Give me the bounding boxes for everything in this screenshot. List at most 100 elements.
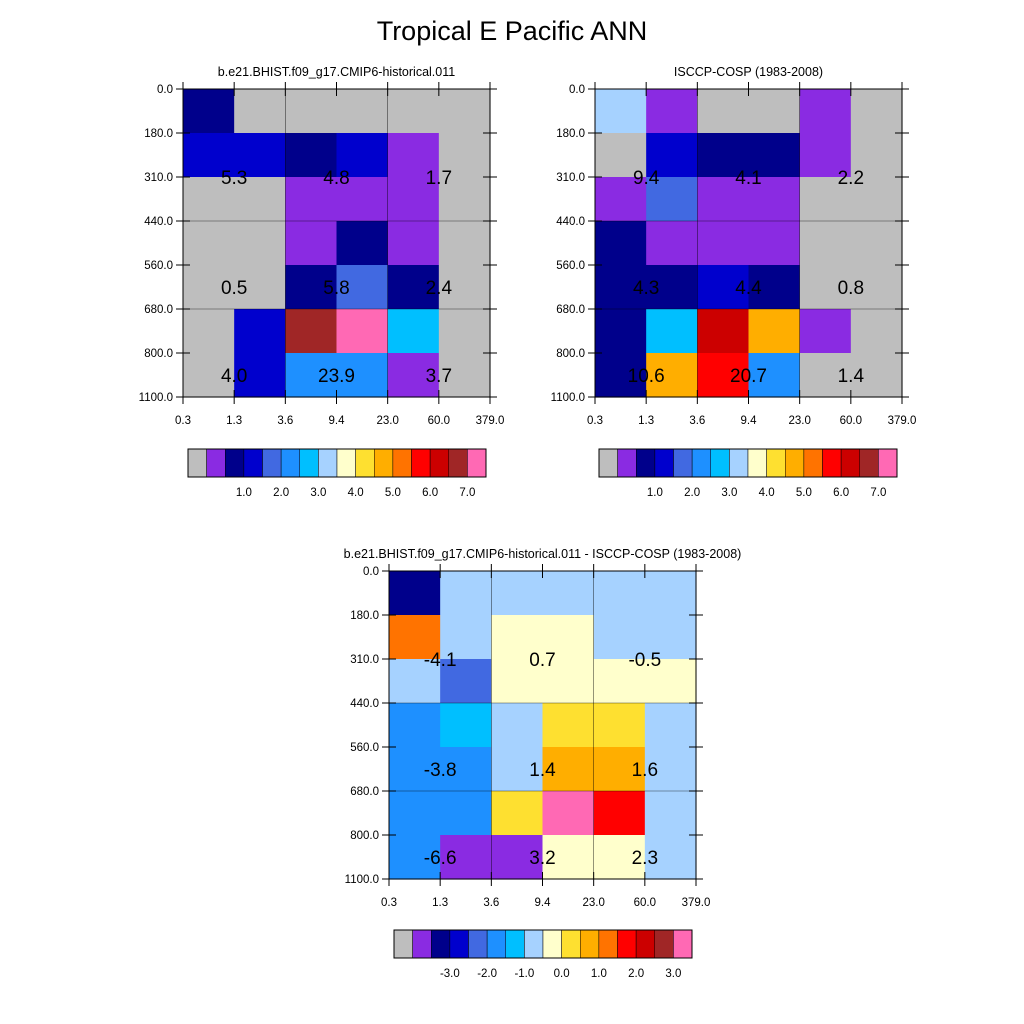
x-tick-label: 379.0 [476, 415, 505, 427]
heatmap-cell [799, 353, 852, 398]
y-tick-label: 1100.0 [345, 874, 379, 886]
colorbar-swatch [468, 929, 488, 959]
x-tick-label: 9.4 [329, 415, 346, 427]
colorbar-swatch [486, 929, 506, 959]
heatmap-cell [595, 177, 647, 222]
heatmap-cell [183, 89, 235, 134]
heatmap-cell [593, 747, 646, 792]
heatmap-cell [285, 221, 338, 266]
heatmap-cell [799, 221, 852, 266]
heatmap-cell [593, 615, 646, 660]
colorbar-label: 5.0 [385, 487, 401, 499]
heatmap-cell [438, 265, 491, 310]
heatmap-cell [440, 835, 492, 880]
heatmap-cell [646, 89, 698, 134]
x-tick-label: 1.3 [432, 897, 448, 909]
heatmap-cell [644, 659, 697, 704]
x-tick-label: 3.6 [689, 415, 705, 427]
heatmap-cell [285, 133, 338, 178]
heatmap-cell [644, 615, 697, 660]
heatmap-cell [389, 835, 441, 880]
heatmap-cell [748, 133, 801, 178]
heatmap-cell [183, 221, 235, 266]
cell-value-label: -3.8 [424, 760, 457, 781]
cell-value-label: 23.9 [318, 366, 355, 387]
colorbar-swatch [729, 448, 749, 478]
heatmap-cell [336, 353, 389, 398]
colorbar-swatch [412, 929, 432, 959]
cell-value-label: 3.2 [529, 848, 555, 869]
cell-value-label: 4.4 [735, 278, 762, 299]
heatmap-cell [748, 221, 801, 266]
colorbar-swatch [654, 448, 674, 478]
heatmap-cell [644, 835, 697, 880]
cell-value-label: 0.7 [529, 650, 555, 671]
x-tick-label: 60.0 [428, 415, 450, 427]
colorbar-swatch [243, 448, 263, 478]
heatmap-cell [491, 615, 544, 660]
heatmap-cell [542, 703, 595, 748]
heatmap-cell [389, 791, 441, 836]
heatmap-cell [336, 133, 389, 178]
heatmap-cell [799, 133, 852, 178]
y-tick-label: 310.0 [350, 654, 379, 666]
x-tick-label: 23.0 [788, 415, 810, 427]
heatmap-cell [336, 221, 389, 266]
colorbar-swatch [448, 448, 468, 478]
heatmap-cell [646, 265, 698, 310]
cell-value-label: 4.1 [735, 168, 761, 189]
colorbar-swatch [431, 929, 451, 959]
heatmap-cell [595, 309, 647, 354]
heatmap-cell [644, 703, 697, 748]
heatmap-cell [850, 353, 903, 398]
colorbar-swatch [299, 448, 319, 478]
heatmap-cell [542, 747, 595, 792]
colorbar-frame [187, 448, 487, 478]
x-tick-label: 1.3 [226, 415, 242, 427]
x-tick-label: 1.3 [638, 415, 654, 427]
heatmap-cell [697, 177, 750, 222]
colorbar-label: 2.0 [628, 968, 644, 980]
heatmap-cell [697, 89, 750, 134]
colorbar-swatch [374, 448, 394, 478]
heatmap-cell [440, 703, 492, 748]
y-tick-label: 440.0 [350, 698, 379, 710]
colorbar-swatch [524, 929, 544, 959]
colorbar-label: -3.0 [440, 968, 460, 980]
colorbar-swatch [225, 448, 245, 478]
cell-value-label: 1.7 [426, 168, 452, 189]
heatmap-cell [234, 265, 286, 310]
y-tick-label: 1100.0 [139, 392, 173, 404]
heatmap-cell [491, 791, 544, 836]
colorbar-swatch [449, 929, 469, 959]
colorbar-swatch [187, 448, 207, 478]
x-tick-label: 60.0 [634, 897, 656, 909]
colorbar-swatch [636, 448, 656, 478]
colorbar-swatch [561, 929, 581, 959]
y-tick-label: 560.0 [350, 742, 379, 754]
heatmap-cell [850, 177, 903, 222]
cell-value-label: 2.4 [426, 278, 453, 299]
x-tick-label: 0.3 [175, 415, 191, 427]
y-tick-label: 310.0 [556, 172, 585, 184]
colorbar-label: 7.0 [459, 487, 475, 499]
heatmap-cell [285, 177, 338, 222]
heatmap-cell [438, 221, 491, 266]
heatmap-cell [646, 177, 698, 222]
colorbar-swatch [803, 448, 823, 478]
heatmap-cell [491, 571, 544, 616]
heatmap-cell [595, 89, 647, 134]
heatmap-cell [697, 309, 750, 354]
cell-value-label: 1.6 [632, 760, 658, 781]
colorbar-swatch [617, 448, 637, 478]
heatmap-cell [387, 133, 440, 178]
colorbar-swatch [822, 448, 842, 478]
colorbar-swatch [598, 929, 618, 959]
colorbar-swatch [654, 929, 674, 959]
colorbar-swatch [878, 448, 898, 478]
cell-value-label: 9.4 [633, 168, 660, 189]
heatmap-cell [440, 571, 492, 616]
heatmap-cell [850, 221, 903, 266]
cell-value-label: 4.8 [323, 168, 349, 189]
cell-value-label: 4.3 [633, 278, 659, 299]
